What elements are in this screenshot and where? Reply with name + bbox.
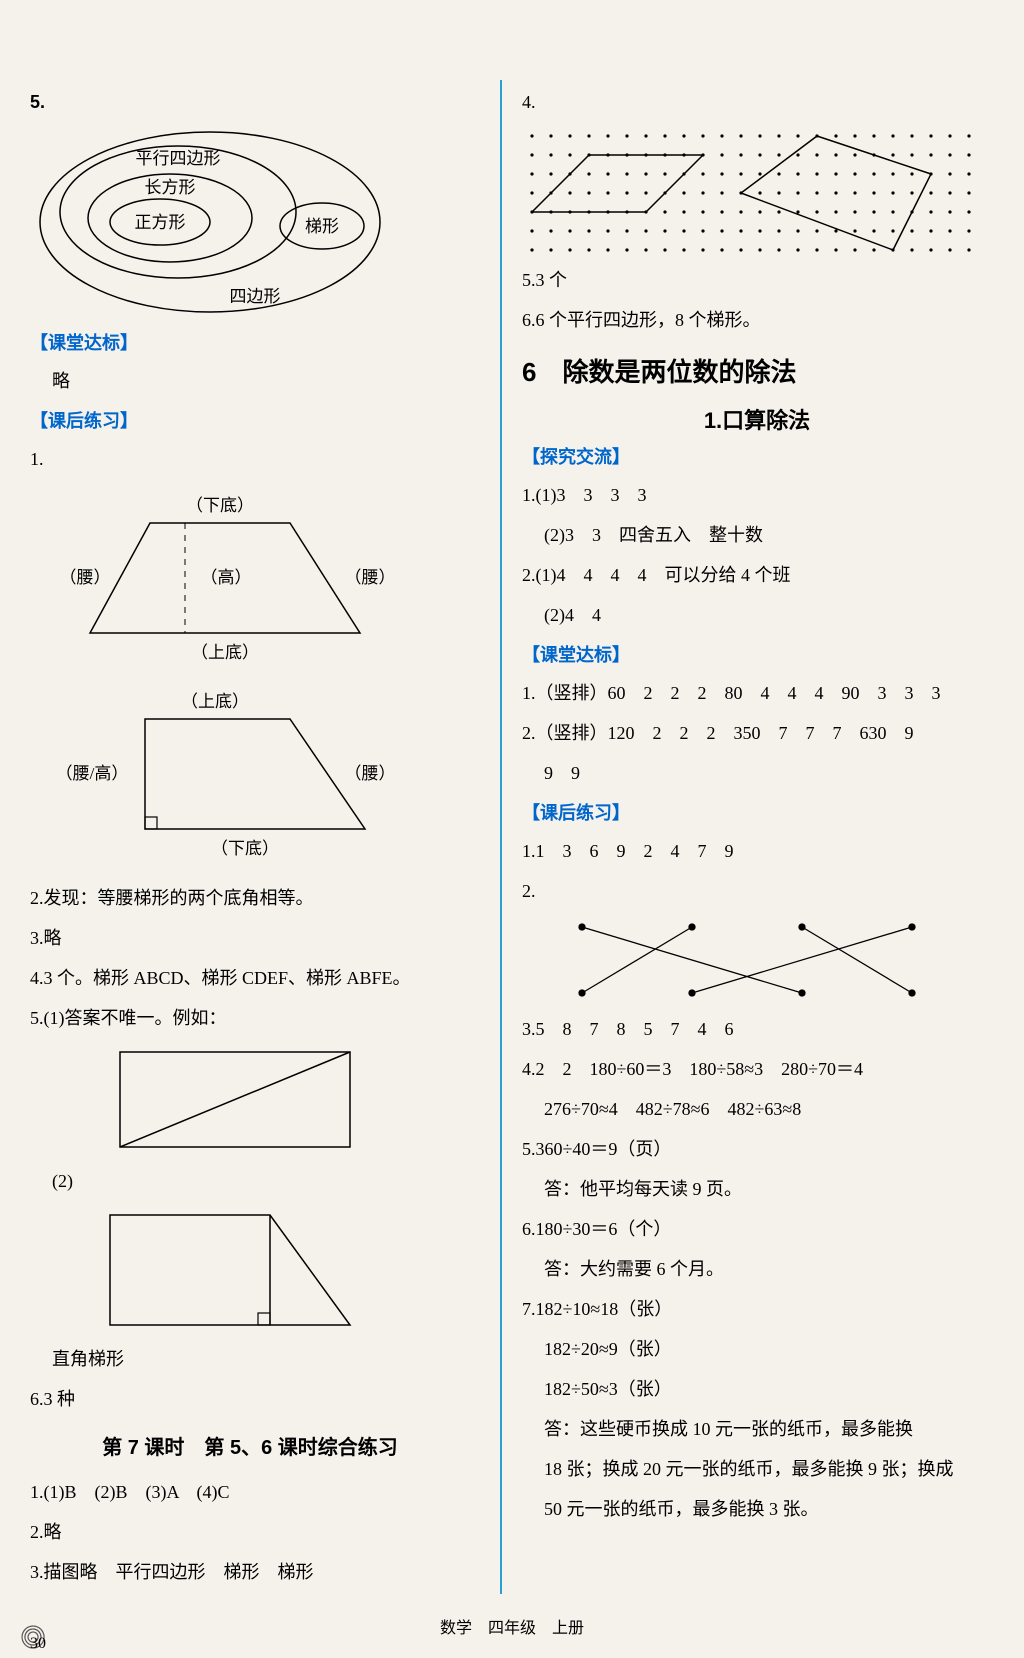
l7-1: 1.(1)B (2)B (3)A (4)C [30, 1474, 470, 1510]
h6a: 6.180÷30＝6（个） [522, 1211, 992, 1247]
h5a: 5.360÷40＝9（页） [522, 1131, 992, 1167]
lesson7-title: 第 7 课时 第 5、6 课时综合练习 [30, 1431, 470, 1460]
r-q6: 6.6 个平行四边形，8 个梯形。 [522, 302, 992, 338]
t1-height: （高） [201, 568, 252, 587]
t2-bottom: （下底） [211, 839, 279, 858]
right-column: 4. {"rows":7,"cols":24,"sp":19,"ox":8,"o… [512, 80, 992, 1594]
chapter-title: 6 除数是两位数的除法 [522, 352, 992, 389]
page: 5. 平行四边形 长方形 正方形 梯形 四边形 【课堂达标】 略 【课后练习】 … [0, 0, 1024, 1658]
kh-q5-1: 5.(1)答案不唯一。例如： [30, 1000, 470, 1036]
t1-2: (2)3 3 四舍五入 整十数 [522, 517, 992, 553]
t2-left: （腰/高） [56, 764, 129, 783]
dot-grid-shapes: {"rows":7,"cols":24,"sp":19,"ox":8,"oy":… [522, 126, 982, 256]
tanjiu-heading: 【探究交流】 [522, 443, 992, 469]
venn-diagram: 平行四边形 长方形 正方形 梯形 四边形 [30, 126, 410, 321]
h7e: 18 张；换成 20 元一张的纸币，最多能换 9 张；换成 [522, 1451, 992, 1487]
t1-1: 1.(1)3 3 3 3 [522, 477, 992, 513]
kh-q2: 2.发现：等腰梯形的两个底角相等。 [30, 880, 470, 916]
t1-left: （腰） [60, 568, 111, 587]
venn-changfang: 长方形 [145, 178, 196, 197]
venn-sibian: 四边形 [230, 287, 281, 306]
q5-label: 5. [30, 84, 470, 120]
footer-text: 数学 四年级 上册 [440, 1620, 584, 1637]
k2b: 9 9 [522, 755, 992, 791]
kh-q1: 1. [30, 441, 470, 477]
r-q5: 5.3 个 [522, 262, 992, 298]
kh-q6: 6.3 种 [30, 1381, 470, 1417]
t1-bottom: （上底） [191, 643, 259, 662]
footer: 数学 四年级 上册 [30, 1614, 994, 1638]
l7-3: 3.描图略 平行四边形 梯形 梯形 [30, 1554, 470, 1590]
r-q4: 4. [522, 84, 992, 120]
h3: 3.5 8 7 8 5 7 4 6 [522, 1011, 992, 1047]
h4a: 4.2 2 180÷60＝3 180÷58≈3 280÷70＝4 [522, 1051, 992, 1087]
ketang-heading: 【课堂达标】 [30, 329, 470, 355]
t2-1: 2.(1)4 4 4 4 可以分给 4 个班 [522, 557, 992, 593]
h7a: 7.182÷10≈18（张） [522, 1291, 992, 1327]
t2-2: (2)4 4 [522, 597, 992, 633]
zhijiao-label: 直角梯形 [30, 1341, 470, 1377]
h7b: 182÷20≈9（张） [522, 1331, 992, 1367]
kh-q3: 3.略 [30, 920, 470, 956]
t2-top: （上底） [181, 692, 249, 711]
trapezoid-right: （上底） （腰/高） （腰） （下底） [30, 679, 430, 874]
sub-title: 1.口算除法 [522, 403, 992, 435]
t2-right: （腰） [345, 764, 396, 783]
h1: 1.1 3 6 9 2 4 7 9 [522, 833, 992, 869]
t1-top: （下底） [186, 496, 254, 515]
h4b: 276÷70≈4 482÷78≈6 482÷63≈8 [522, 1091, 992, 1127]
ketang-lue: 略 [30, 363, 470, 399]
r-ketang-heading: 【课堂达标】 [522, 641, 992, 667]
h7f: 50 元一张的纸币，最多能换 3 张。 [522, 1491, 992, 1527]
kh-q4: 4.3 个。梯形 ABCD、梯形 CDEF、梯形 ABFE。 [30, 960, 470, 996]
q5-num: 5. [30, 92, 45, 112]
trapezoid-isosceles: （下底） （腰） （高） （腰） （上底） [30, 483, 430, 673]
h2: 2. [522, 873, 992, 909]
page-number: 30 [30, 1635, 46, 1653]
t1-right: （腰） [345, 568, 396, 587]
rect-diagonal [110, 1042, 370, 1157]
r-kehou-heading: 【课后练习】 [522, 799, 992, 825]
column-divider [500, 80, 502, 1594]
kehou-heading: 【课后练习】 [30, 407, 470, 433]
right-trapezoid-shape [90, 1205, 370, 1335]
venn-tixing: 梯形 [305, 217, 339, 236]
l7-2: 2.略 [30, 1514, 470, 1550]
h6b: 答：大约需要 6 个月。 [522, 1251, 992, 1287]
kh-q5-2: (2) [30, 1163, 470, 1199]
columns-container: 5. 平行四边形 长方形 正方形 梯形 四边形 【课堂达标】 略 【课后练习】 … [30, 80, 994, 1594]
h7d: 答：这些硬币换成 10 元一张的纸币，最多能换 [522, 1411, 992, 1447]
k1: 1.（竖排）60 2 2 2 80 4 4 4 90 3 3 3 [522, 675, 992, 711]
h7c: 182÷50≈3（张） [522, 1371, 992, 1407]
left-column: 5. 平行四边形 长方形 正方形 梯形 四边形 【课堂达标】 略 【课后练习】 … [30, 80, 490, 1594]
venn-pingxing: 平行四边形 [136, 149, 221, 168]
matching-diagram [542, 915, 962, 1005]
k2: 2.（竖排）120 2 2 2 350 7 7 7 630 9 [522, 715, 992, 751]
venn-zhengfang: 正方形 [135, 213, 186, 232]
h5b: 答：他平均每天读 9 页。 [522, 1171, 992, 1207]
